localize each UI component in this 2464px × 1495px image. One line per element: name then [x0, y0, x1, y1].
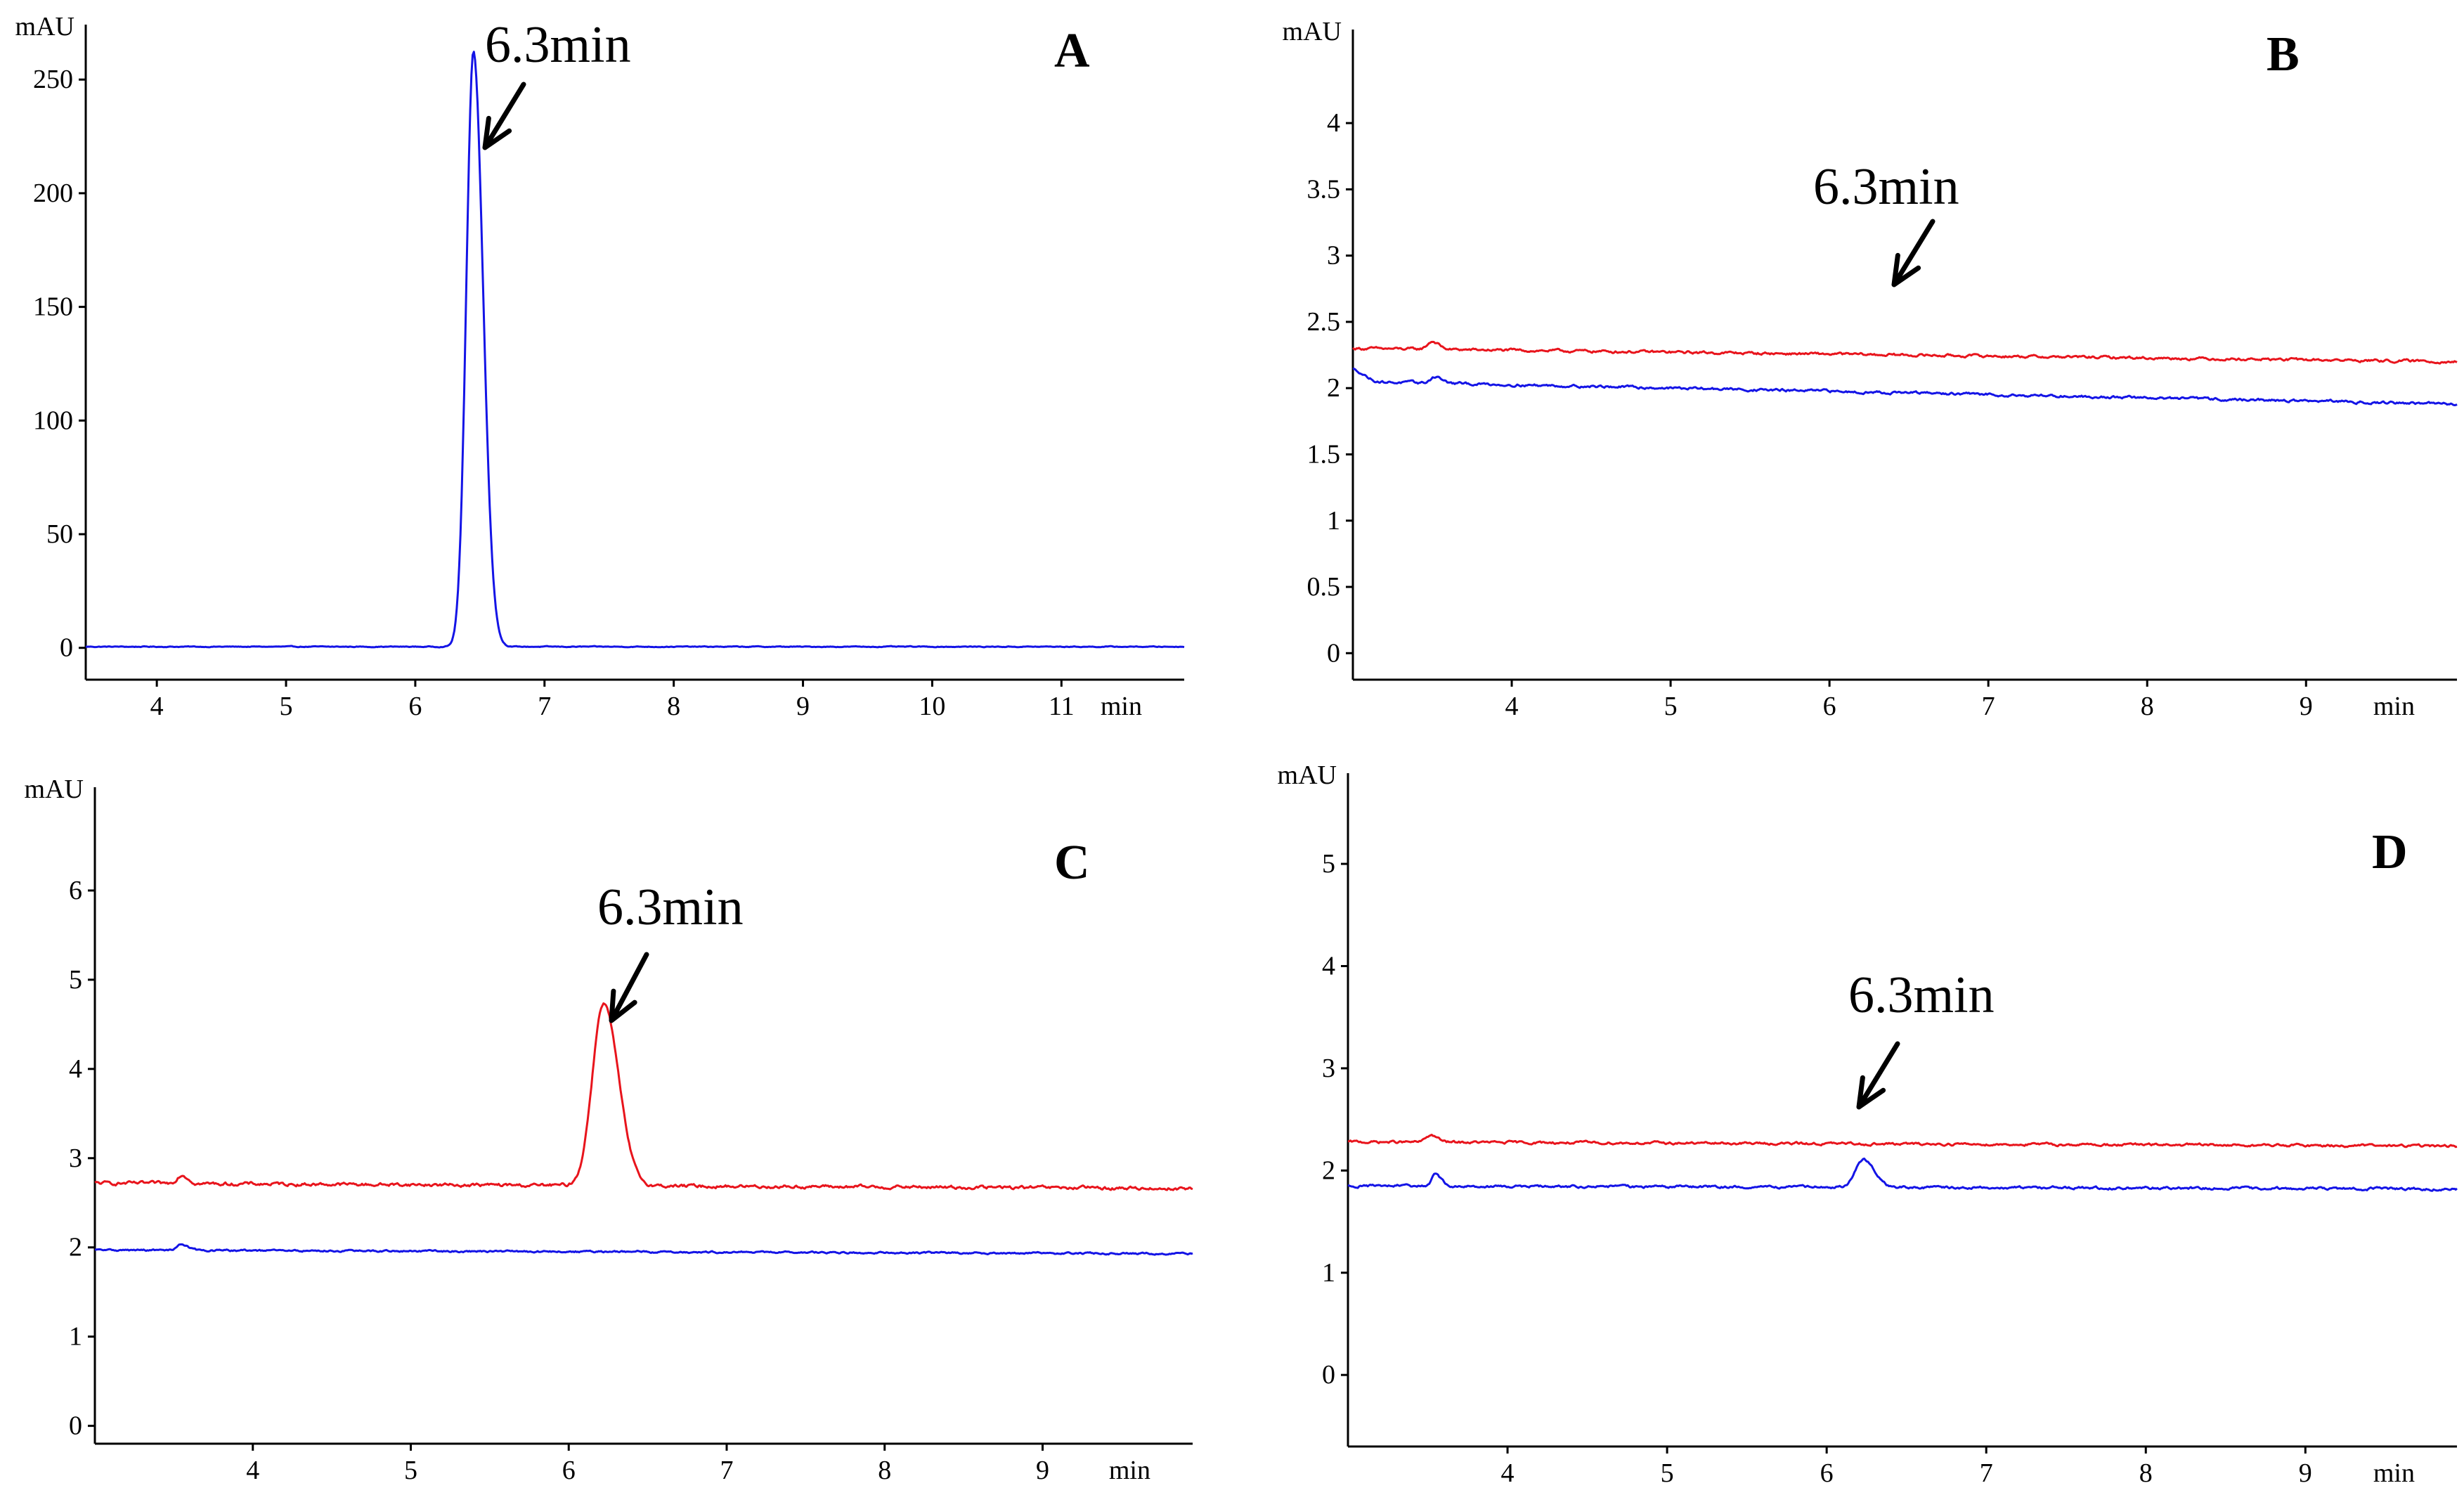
panel-label: B: [2267, 27, 2300, 82]
y-tick-label: 3.5: [1307, 174, 1341, 204]
y-tick-label: 3: [1327, 241, 1340, 271]
trace-blue: [94, 1243, 1193, 1256]
y-tick-label: 1: [1322, 1258, 1335, 1288]
retention-time-annotation: 6.3min: [597, 879, 744, 936]
x-axis-unit: min: [1101, 692, 1142, 721]
x-tick-label: 6: [408, 692, 422, 721]
x-tick-label: 6: [1823, 692, 1836, 721]
y-tick-label: 0: [1327, 638, 1340, 668]
x-tick-label: 4: [1505, 692, 1519, 721]
peak-arrow-icon: [1891, 219, 1935, 287]
y-tick-label: 5: [69, 965, 82, 995]
y-axis-unit: mAU: [15, 12, 74, 41]
y-axis-unit: mAU: [25, 775, 84, 804]
x-tick-label: 8: [2141, 692, 2154, 721]
x-tick-label: 6: [1820, 1458, 1834, 1488]
y-tick-label: 5: [1322, 849, 1335, 879]
y-tick-label: 0: [69, 1411, 82, 1441]
y-tick-label: 6: [69, 876, 82, 905]
trace-red: [1352, 340, 2458, 365]
trace-blue: [85, 51, 1185, 649]
trace-red: [1348, 1134, 2458, 1148]
peak-arrow-icon: [1856, 1041, 1900, 1110]
y-tick-label: 0: [1322, 1360, 1335, 1390]
y-tick-label: 2.5: [1307, 307, 1341, 337]
x-axis-unit: min: [2373, 692, 2415, 721]
chart-panel-A: 0 50 100 150 200 250 4 5 6 7 8 9 10 11 mAU min A 6.3min: [15, 12, 1185, 721]
retention-time-annotation: 6.3min: [485, 16, 631, 74]
y-tick-label: 4: [1322, 951, 1335, 981]
x-tick-label: 9: [2300, 692, 2313, 721]
x-tick-label: 5: [404, 1456, 417, 1485]
panel-label: D: [2372, 825, 2408, 879]
retention-time-annotation: 6.3min: [1848, 966, 1995, 1024]
x-tick-label: 9: [2299, 1458, 2312, 1488]
y-tick-label: 2: [1322, 1156, 1335, 1185]
y-tick-label: 1: [1327, 506, 1340, 536]
peak-arrow-icon: [609, 952, 649, 1023]
y-axis-unit: mAU: [1283, 17, 1342, 46]
x-tick-label: 5: [1661, 1458, 1674, 1488]
x-tick-label: 7: [538, 692, 551, 721]
y-tick-label: 2: [1327, 373, 1340, 403]
x-tick-label: 8: [878, 1456, 891, 1485]
x-axis-unit: min: [2373, 1458, 2415, 1488]
x-tick-label: 8: [2139, 1458, 2153, 1488]
x-tick-label: 9: [796, 692, 810, 721]
y-tick-label: 2: [69, 1233, 82, 1262]
y-tick-label: 0.5: [1307, 572, 1341, 602]
y-tick-label: 250: [33, 65, 73, 94]
trace-blue: [1352, 368, 2458, 406]
x-tick-label: 8: [667, 692, 680, 721]
y-tick-label: 1: [69, 1322, 82, 1352]
x-tick-label: 4: [246, 1456, 259, 1485]
x-tick-label: 6: [562, 1456, 576, 1485]
panel-label: A: [1054, 24, 1090, 78]
x-tick-label: 4: [1501, 1458, 1515, 1488]
x-tick-label: 5: [280, 692, 293, 721]
x-tick-label: 11: [1049, 692, 1075, 721]
chart-panel-D: 0 1 2 3 4 5 4 5 6 7 8 9 mAU min D 6.3min: [1278, 761, 2458, 1488]
x-tick-label: 7: [1980, 1458, 1993, 1488]
y-tick-label: 200: [33, 179, 73, 208]
x-tick-label: 7: [720, 1456, 733, 1485]
y-tick-label: 4: [1327, 108, 1340, 138]
chart-panel-C: 0 1 2 3 4 5 6 4 5 6 7 8 9 mAU min C 6.3min: [25, 775, 1193, 1485]
x-axis-unit: min: [1109, 1456, 1150, 1485]
x-tick-label: 10: [919, 692, 945, 721]
y-tick-label: 1.5: [1307, 439, 1341, 469]
trace-red: [94, 1002, 1193, 1191]
chart-panel-B: 0 0.5 1 1.5 2 2.5 3 3.5 4 4 5 6 7 8 9 mAU min B 6.3min: [1283, 17, 2458, 721]
y-axis-unit: mAU: [1278, 761, 1337, 790]
peak-arrow-icon: [482, 82, 526, 150]
x-tick-label: 4: [150, 692, 164, 721]
y-tick-label: 3: [69, 1144, 82, 1173]
y-tick-label: 3: [1322, 1054, 1335, 1083]
x-tick-label: 7: [1982, 692, 1995, 721]
retention-time-annotation: 6.3min: [1813, 158, 1959, 216]
y-tick-label: 4: [69, 1054, 82, 1084]
trace-blue: [1347, 1157, 2458, 1192]
x-tick-label: 9: [1036, 1456, 1049, 1485]
x-tick-label: 5: [1664, 692, 1678, 721]
y-tick-label: 0: [60, 633, 73, 663]
panel-label: C: [1054, 836, 1090, 890]
y-tick-label: 50: [46, 519, 73, 549]
y-tick-label: 150: [33, 292, 73, 322]
y-tick-label: 100: [33, 406, 73, 435]
